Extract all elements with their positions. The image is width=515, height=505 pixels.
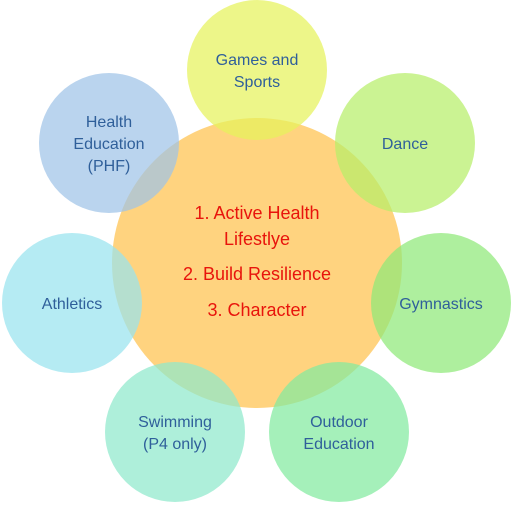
outdoor-education-label: Outdoor Education: [303, 414, 374, 453]
center-circle: [112, 118, 402, 408]
swimming-circle: [105, 362, 245, 502]
center-label: 1. Active Health Lifestlye 2. Build Resili…: [183, 203, 331, 320]
center-label-line-1: 1. Active Health: [194, 203, 319, 223]
outdoor-education-circle: [269, 362, 409, 502]
center-label-line-3: 2. Build Resilience: [183, 264, 331, 284]
health-education-label: Health Education (PHF): [73, 114, 144, 175]
labels-layer: Games and Sports Dance Gymnastics Outdoor Edu…: [42, 52, 483, 453]
gymnastics-circle: [371, 233, 511, 373]
health-education-label-line-3: (PHF): [88, 158, 131, 175]
center-label-line-2: Lifestlye: [224, 229, 290, 249]
games-and-sports-circle: [187, 0, 327, 140]
games-and-sports-label: Games and Sports: [216, 52, 299, 91]
swimming-label-line-1: Swimming: [138, 414, 212, 431]
dance-label: Dance: [382, 136, 428, 153]
health-education-label-line-1: Health: [86, 114, 132, 131]
gymnastics-label-line-1: Gymnastics: [399, 296, 483, 313]
outdoor-education-label-line-1: Outdoor: [310, 414, 368, 431]
center-label-line-4: 3. Character: [207, 300, 306, 320]
health-education-circle: [39, 73, 179, 213]
athletics-label: Athletics: [42, 296, 102, 313]
outdoor-education-label-line-2: Education: [303, 436, 374, 453]
athletics-circle: [2, 233, 142, 373]
swimming-label-line-2: (P4 only): [143, 436, 207, 453]
athletics-label-line-1: Athletics: [42, 296, 102, 313]
games-and-sports-label-line-2: Sports: [234, 74, 280, 91]
gymnastics-label: Gymnastics: [399, 296, 483, 313]
swimming-label: Swimming (P4 only): [138, 414, 212, 453]
dance-circle: [335, 73, 475, 213]
health-education-label-line-2: Education: [73, 136, 144, 153]
dance-label-line-1: Dance: [382, 136, 428, 153]
games-and-sports-label-line-1: Games and: [216, 52, 299, 69]
